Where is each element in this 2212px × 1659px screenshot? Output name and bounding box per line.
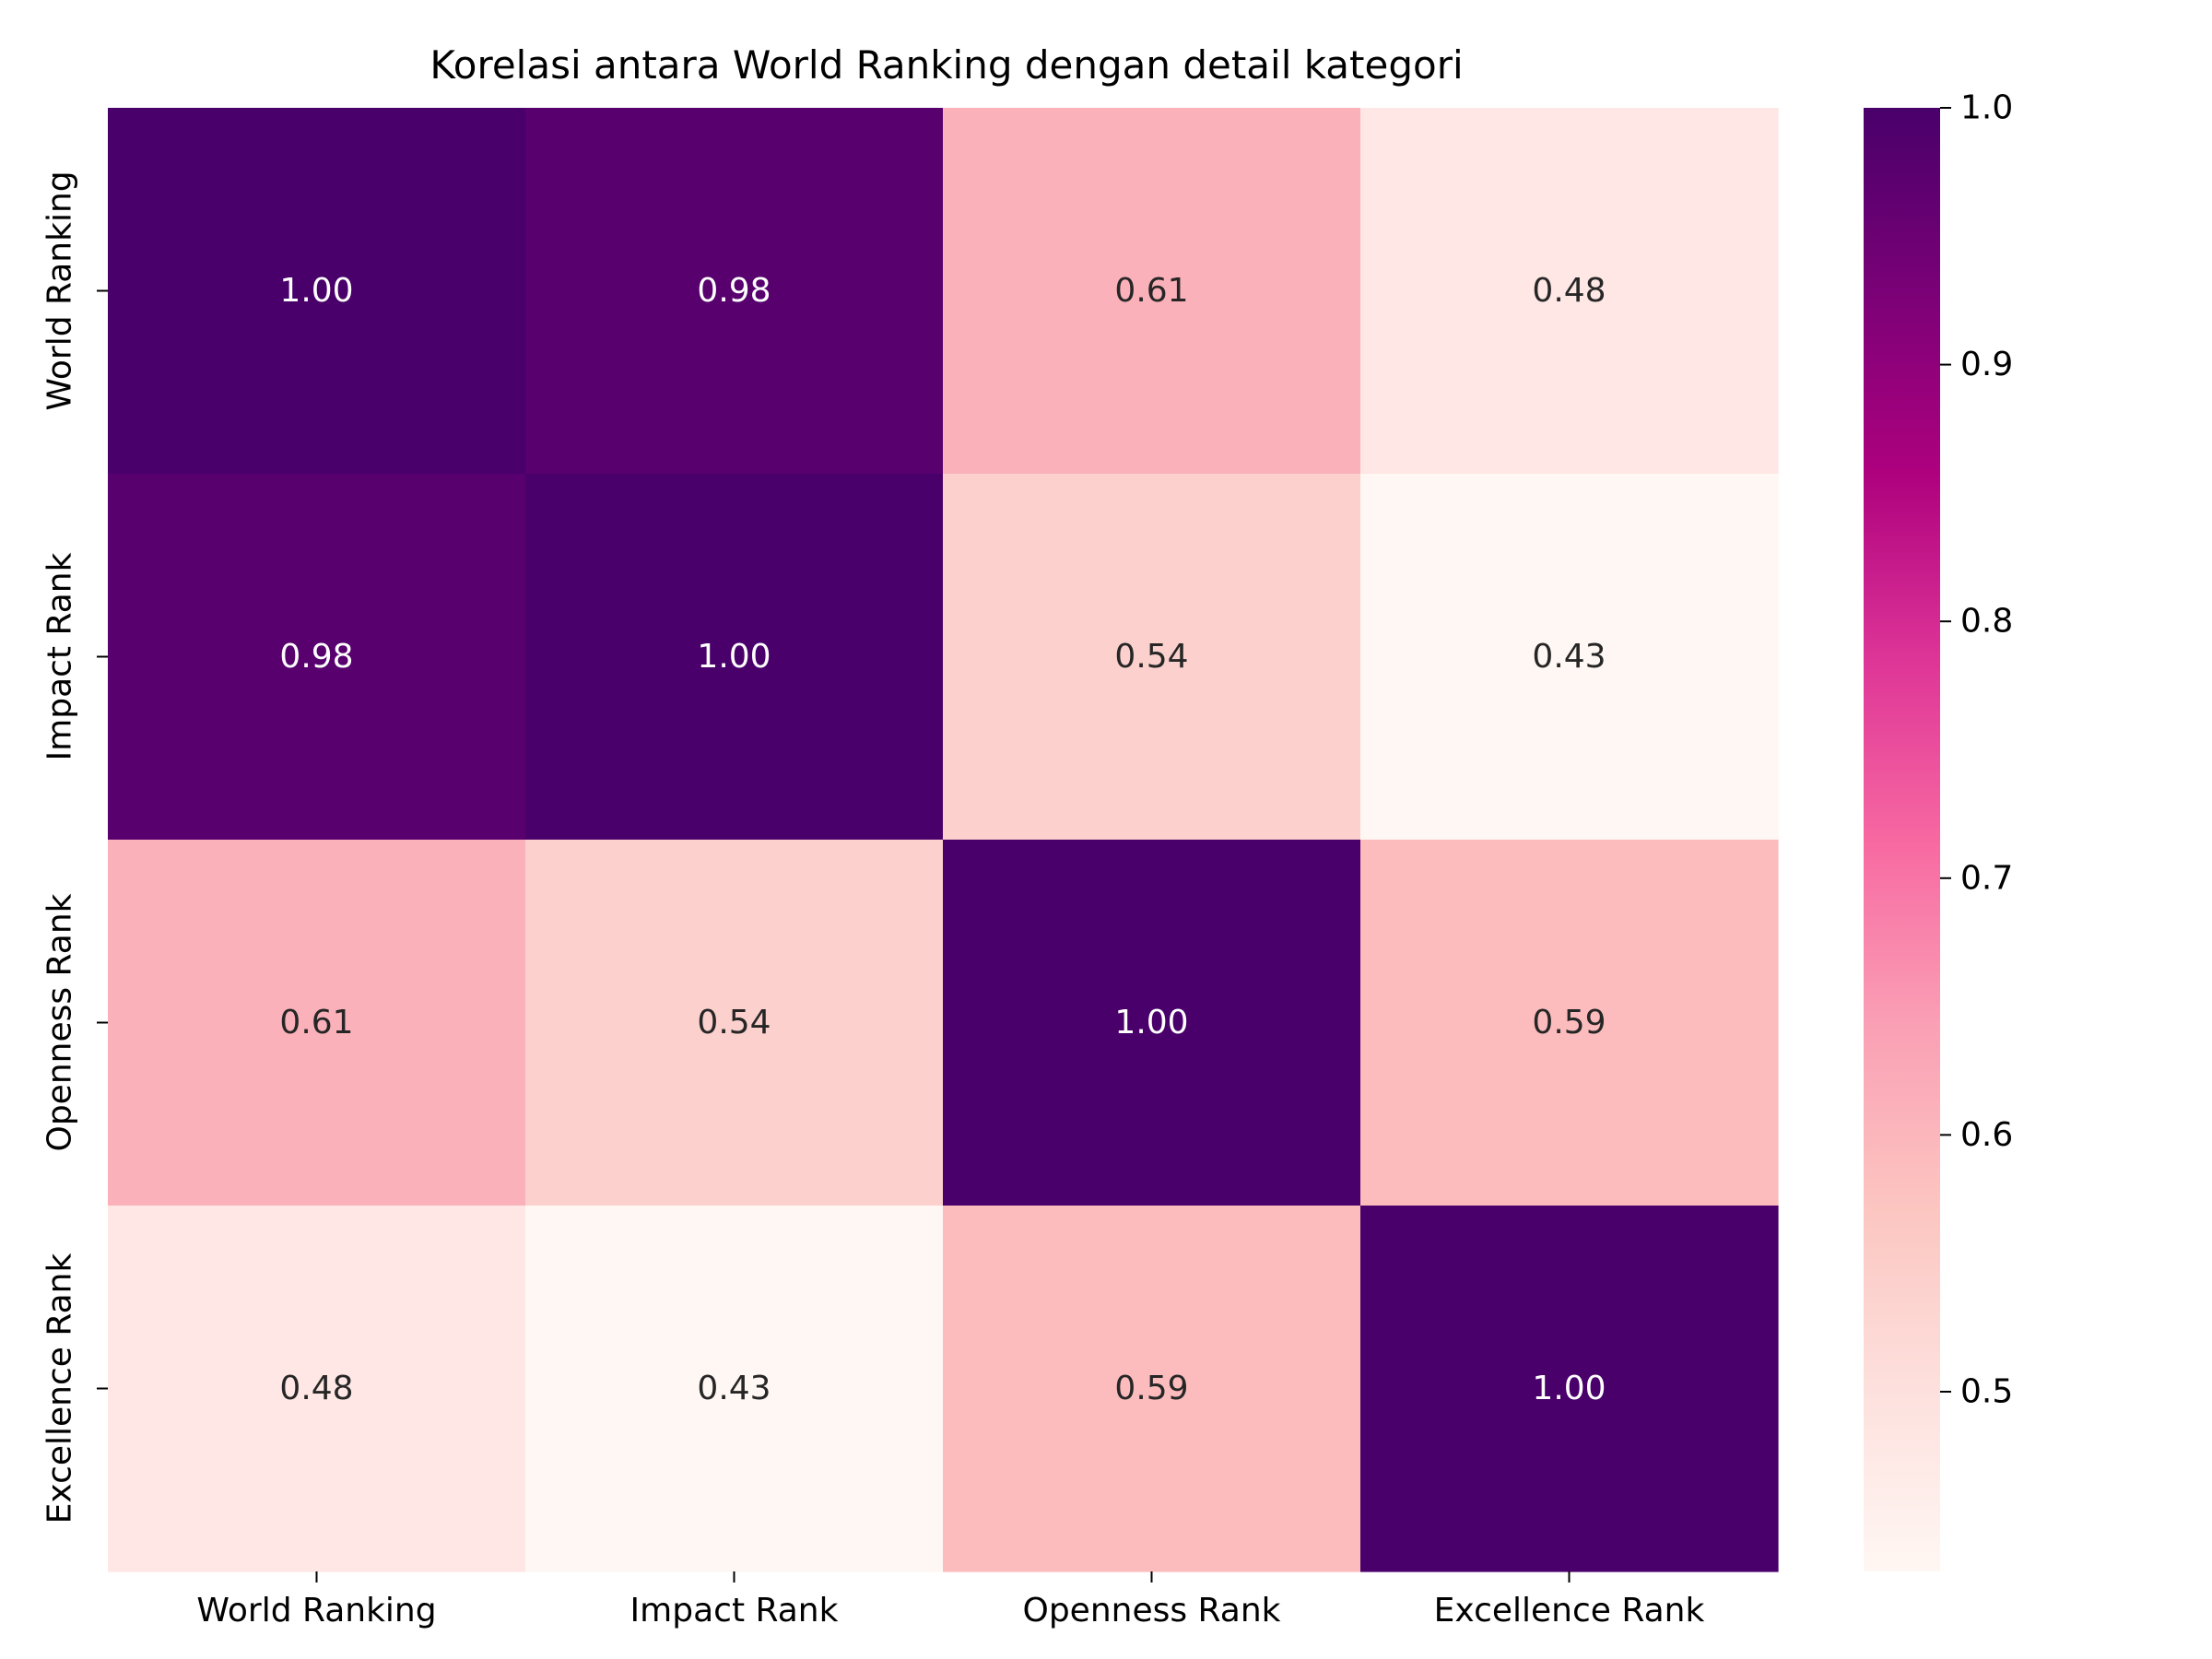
colorbar-tick-label: 0.8	[1960, 603, 2013, 641]
cell-value-label-0-3: 0.48	[1532, 272, 1606, 310]
x-tick-label: Openness Rank	[1022, 1592, 1280, 1630]
heatmap-cell-3-1	[525, 1206, 944, 1572]
cell-value-label-3-3: 1.00	[1532, 1370, 1606, 1407]
cell-value-label-3-1: 0.43	[697, 1370, 771, 1407]
cell-value-label-0-1: 0.98	[697, 272, 771, 310]
cell-value-label-1-3: 0.43	[1532, 638, 1606, 676]
cell-value-label-2-3: 0.59	[1532, 1004, 1606, 1041]
colorbar-tick-label: 0.6	[1960, 1116, 2013, 1154]
colorbar: 0.5 0.6 0.7 0.8 0.9 1.0	[1864, 89, 2013, 1571]
heatmap-cell-0-2	[943, 108, 1361, 475]
colorbar-gradient	[1864, 108, 1940, 1571]
cell-value-label-2-1: 0.54	[697, 1004, 771, 1041]
heatmap-cell-1-1	[525, 474, 944, 841]
cell-value-label-2-2: 1.00	[1114, 1004, 1188, 1041]
y-tick-label: Impact Rank	[41, 552, 79, 760]
heatmap-cells: 1.00 0.98 0.61 0.48 0.98 1.00 0.54 0.43 0.61 0.54…	[108, 108, 1779, 1572]
y-tick-label: Excellence Rank	[41, 1253, 79, 1524]
heatmap-cell-3-3	[1360, 1206, 1779, 1572]
y-axis: World Ranking Impact Rank Openness Rank Exc…	[41, 171, 108, 1524]
cell-value-label-1-0: 0.98	[279, 638, 353, 676]
heatmap-cell-2-1	[525, 840, 944, 1206]
cell-value-label-0-2: 0.61	[1114, 272, 1188, 310]
heatmap-cell-2-3	[1360, 840, 1779, 1206]
x-tick-label: Impact Rank	[630, 1592, 839, 1630]
heatmap-cell-1-3	[1360, 474, 1779, 841]
y-tick-label: Openness Rank	[41, 893, 79, 1151]
cell-value-label-3-2: 0.59	[1114, 1370, 1188, 1407]
heatmap-cell-1-0	[108, 474, 526, 841]
x-tick-label: Excellence Rank	[1434, 1592, 1705, 1630]
heatmap-cell-0-3	[1360, 108, 1779, 475]
heatmap-cell-2-0	[108, 840, 526, 1206]
heatmap-cell-3-2	[943, 1206, 1361, 1572]
heatmap-cell-1-2	[943, 474, 1361, 841]
heatmap-cell-2-2	[943, 840, 1361, 1206]
heatmap-cell-0-0	[108, 108, 526, 475]
colorbar-tick-label: 1.0	[1960, 89, 2013, 127]
colorbar-tick-label: 0.9	[1960, 346, 2013, 383]
cell-value-label-3-0: 0.48	[279, 1370, 353, 1407]
y-tick-label: World Ranking	[41, 171, 79, 410]
cell-value-label-0-0: 1.00	[279, 272, 353, 310]
colorbar-tick-label: 0.5	[1960, 1372, 2013, 1410]
heatmap-cell-0-1	[525, 108, 944, 475]
cell-value-label-1-2: 0.54	[1114, 638, 1188, 676]
colorbar-tick-label: 0.7	[1960, 859, 2013, 897]
chart-title: Korelasi antara World Ranking dengan det…	[429, 42, 1463, 88]
x-axis: World Ranking Impact Rank Openness Rank Exc…	[196, 1571, 1704, 1630]
x-tick-label: World Ranking	[196, 1592, 436, 1630]
cell-value-label-1-1: 1.00	[697, 638, 771, 676]
cell-value-label-2-0: 0.61	[279, 1004, 353, 1041]
heatmap-cell-3-0	[108, 1206, 526, 1572]
